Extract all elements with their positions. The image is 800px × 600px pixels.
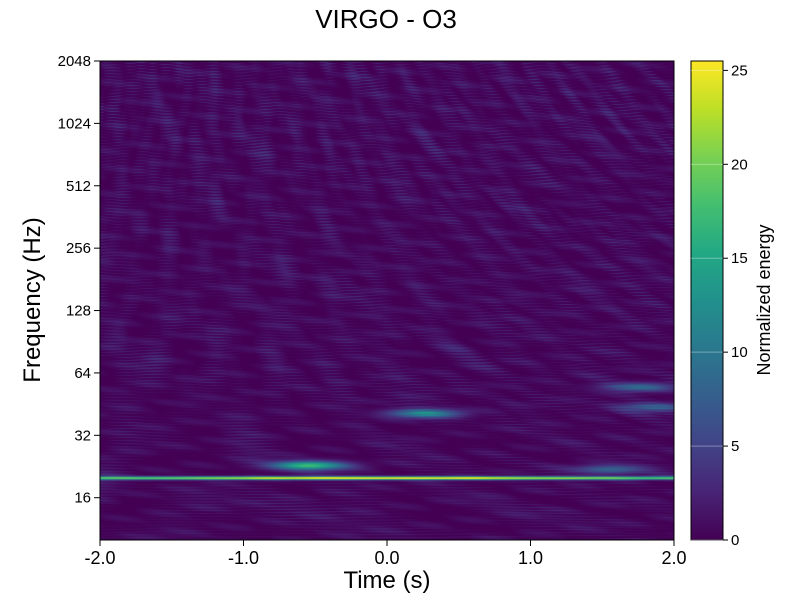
y-tick-label: 16 — [74, 490, 91, 507]
y-axis-ticks: 16 32 64 128 256 512 1024 2048 — [58, 53, 100, 507]
x-tick-label: 1.0 — [518, 548, 543, 568]
y-tick-label: 512 — [66, 178, 91, 195]
y-tick-label: 1024 — [58, 115, 91, 132]
x-tick-label: -1.0 — [228, 548, 259, 568]
colorbar-frame — [690, 60, 724, 541]
chart-title: VIRGO - O3 — [315, 4, 457, 34]
colorbar-tick-label: 5 — [731, 438, 739, 455]
x-axis-label: Time (s) — [343, 567, 430, 594]
y-axis-label: Frequency (Hz) — [19, 217, 46, 382]
x-tick-label: 2.0 — [661, 548, 686, 568]
colorbar-tick-label: 0 — [731, 532, 739, 549]
y-tick-label: 2048 — [58, 53, 91, 70]
colorbar-label: Normalized energy — [754, 224, 774, 375]
y-tick-label: 256 — [66, 240, 91, 257]
x-tick-label: 0.0 — [374, 548, 399, 568]
colorbar-tick-label: 25 — [731, 62, 748, 79]
colorbar-tick-label: 15 — [731, 250, 748, 267]
x-axis-ticks: -2.0 -1.0 0.0 1.0 2.0 — [84, 540, 687, 568]
x-tick-label: -2.0 — [84, 548, 115, 568]
y-tick-label: 128 — [66, 303, 91, 320]
plot-area — [100, 61, 674, 540]
colorbar-tick-label: 20 — [731, 156, 748, 173]
colorbar-tick-label: 10 — [731, 344, 748, 361]
spectrogram-heatmap — [100, 61, 674, 540]
colorbar-ticks: 0 5 10 15 20 25 — [691, 62, 748, 549]
y-tick-label: 64 — [74, 365, 91, 382]
y-tick-label: 32 — [74, 427, 91, 444]
colorbar — [691, 61, 723, 540]
